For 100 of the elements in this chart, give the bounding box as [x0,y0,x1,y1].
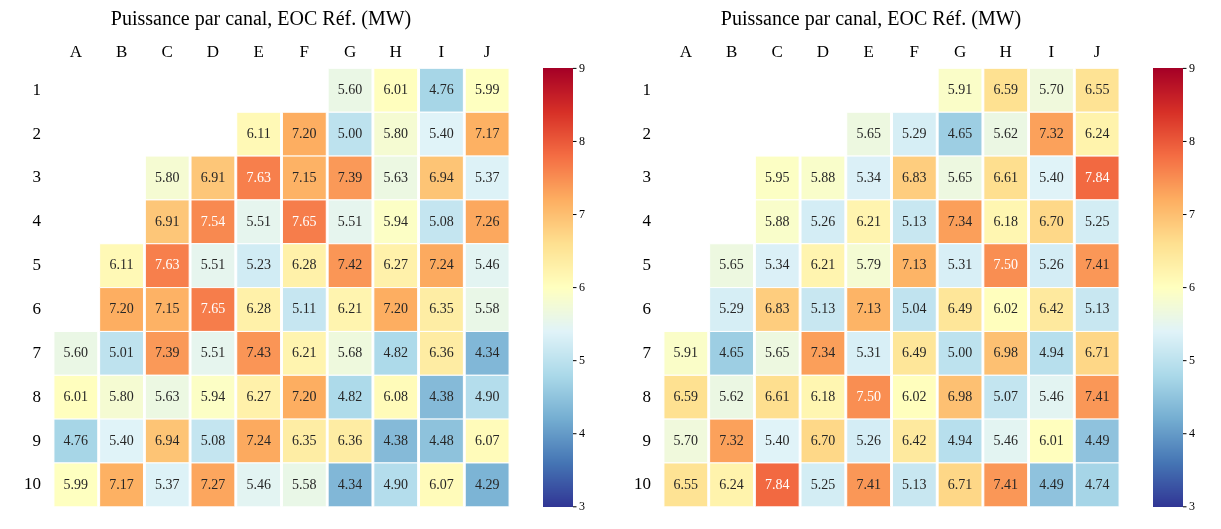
data-label: 7.17 [109,476,134,492]
data-label: 6.91 [200,169,226,185]
data-label: 6.61 [765,388,790,404]
y-tick-label: 7 [642,342,652,362]
y-tick-label: 1 [642,79,651,99]
data-label: 5.80 [383,125,408,141]
data-label: 5.29 [902,125,927,141]
data-label: 7.54 [200,213,226,229]
data-label: 6.24 [719,476,744,492]
data-label: 5.65 [719,257,744,273]
data-label: 7.20 [292,388,317,404]
data-label: 6.01 [63,388,89,404]
data-label: 5.58 [474,301,500,317]
data-label: 6.71 [1084,345,1110,361]
data-label: 7.24 [246,432,271,448]
data-label: 6.02 [902,388,927,404]
data-label: 6.21 [337,301,363,317]
data-label: 4.82 [383,345,408,361]
data-label: 5.91 [673,345,699,361]
y-tick-label: 3 [32,167,41,187]
data-label: 5.13 [1084,301,1110,317]
data-label: 7.84 [1084,169,1110,185]
data-label: 6.59 [993,81,1018,97]
data-label: 5.65 [947,169,973,185]
data-label: 7.39 [337,169,363,185]
data-label: 5.51 [200,345,226,361]
x-tick-label: J [1093,41,1101,61]
color-bar-label: 5 [579,352,585,367]
x-tick-label: D [816,41,830,61]
data-label: 7.41 [993,476,1018,492]
y-tick-label: 6 [32,298,41,318]
data-label: 7.42 [337,257,363,273]
data-label: 5.00 [337,125,363,141]
y-tick-label: 8 [642,386,651,406]
data-label: 6.24 [1084,125,1110,141]
data-label: 5.60 [63,345,89,361]
data-label: 4.90 [474,388,500,404]
data-label: 6.07 [474,432,500,448]
data-label: 6.94 [155,432,180,448]
data-label: 4.76 [63,432,89,448]
data-label: 5.65 [856,125,881,141]
data-label: 5.58 [292,476,317,492]
data-label: 5.34 [765,257,790,273]
data-label: 4.74 [1084,476,1110,492]
data-label: 6.18 [993,213,1018,229]
y-tick-label: 10 [24,474,41,494]
y-tick-label: 8 [32,386,41,406]
y-tick-label: 4 [642,211,652,231]
data-label: 4.94 [1039,345,1064,361]
data-label: 5.46 [246,476,271,492]
data-label: 5.13 [902,476,927,492]
data-label: 6.01 [383,81,408,97]
data-label: 7.13 [856,301,881,317]
data-label: 7.63 [246,169,271,185]
data-label: 7.65 [200,301,226,317]
data-label: 5.31 [947,257,973,273]
data-label: 5.34 [856,169,881,185]
data-label: 6.28 [246,301,271,317]
x-tick-label: A [69,41,83,61]
data-label: 5.37 [474,169,500,185]
data-label: 6.08 [383,388,408,404]
data-label: 5.63 [383,169,408,185]
data-label: 5.13 [810,301,836,317]
y-tick-label: 5 [642,255,651,275]
data-label: 5.46 [993,432,1018,448]
x-tick-label: H [999,41,1012,61]
data-label: 7.32 [1039,125,1064,141]
color-bar-label: 7 [579,206,585,221]
data-label: 4.90 [383,476,408,492]
data-label: 5.91 [947,81,973,97]
data-label: 5.79 [856,257,881,273]
data-label: 6.59 [673,388,699,404]
data-label: 4.49 [1039,476,1064,492]
color-bar-label: 8 [1189,133,1195,148]
data-label: 6.07 [429,476,454,492]
data-label: 7.84 [765,476,790,492]
data-label: 6.70 [1039,213,1064,229]
data-label: 5.40 [1039,169,1064,185]
data-label: 6.35 [292,432,317,448]
data-label: 5.94 [200,388,226,404]
data-label: 4.34 [337,476,363,492]
data-label: 6.35 [429,301,454,317]
data-label: 5.11 [292,301,317,317]
data-label: 6.94 [429,169,454,185]
color-bar-label: 9 [579,60,585,75]
data-label: 6.27 [246,388,271,404]
y-tick-label: 2 [642,123,651,143]
color-bar-label: 6 [579,279,585,294]
data-label: 5.26 [1039,257,1064,273]
color-bar-label: 4 [1189,425,1195,440]
data-label: 5.62 [993,125,1018,141]
data-label: 5.70 [673,432,699,448]
y-tick-label: 4 [32,211,42,231]
data-label: 5.23 [246,257,271,273]
data-label: 7.34 [947,213,973,229]
data-label: 5.62 [719,388,744,404]
data-label: 5.94 [383,213,408,229]
data-label: 5.37 [155,476,180,492]
data-label: 6.42 [902,432,927,448]
data-label: 5.60 [337,81,363,97]
